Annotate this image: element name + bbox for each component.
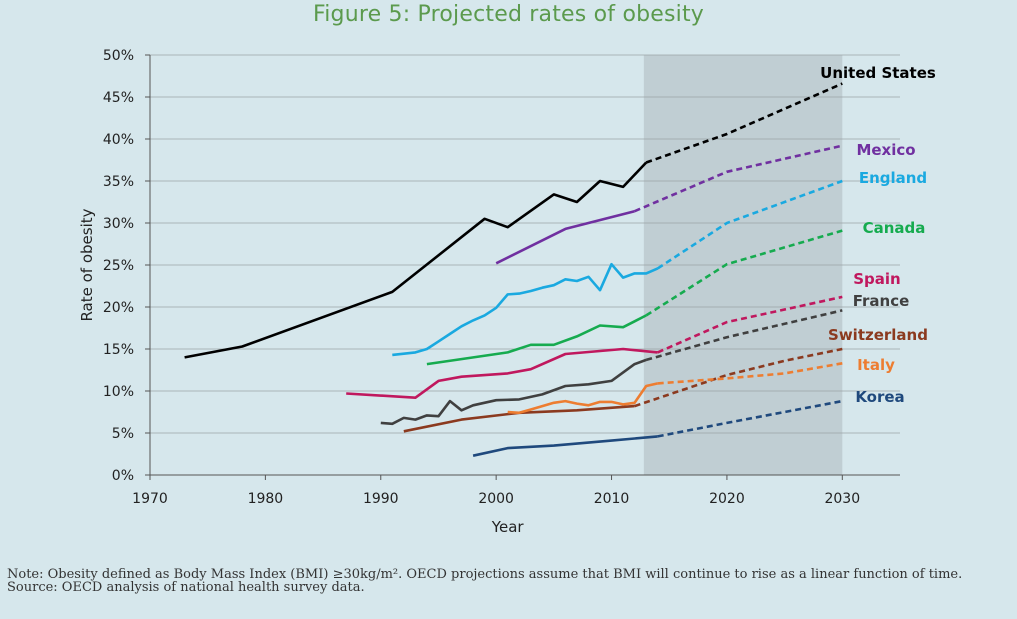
x-tick-label: 2010 — [594, 491, 630, 507]
series-label-spain: Spain — [853, 270, 900, 288]
series-line-united-states-observed — [184, 161, 648, 359]
y-tick-label: 25% — [103, 258, 134, 274]
series-label-england: England — [859, 169, 927, 187]
series-line-canada-observed — [426, 314, 647, 366]
x-tick-label: 2030 — [824, 491, 860, 507]
series-line-mexico-projected — [634, 144, 843, 213]
x-tick-label: 1970 — [132, 491, 168, 507]
x-axis-label: Year — [491, 518, 525, 536]
series-label-united-states: United States — [820, 64, 936, 82]
y-tick-label: 5% — [112, 426, 134, 442]
series-label-canada: Canada — [863, 219, 926, 237]
x-tick-label: 1980 — [248, 491, 284, 507]
y-tick-label: 30% — [103, 216, 134, 232]
y-tick-labels: 0% 5% 10% 15% 20% 25% 30% 35% 40% 45% 50% — [103, 48, 134, 484]
series-line-italy-projected — [657, 362, 843, 385]
x-tick-label: 1990 — [363, 491, 399, 507]
series-label-france: France — [853, 292, 910, 310]
y-tick-label: 35% — [103, 174, 134, 190]
note-text: Note: Obesity defined as Body Mass Index… — [7, 567, 963, 582]
figure-notes: Note: Obesity defined as Body Mass Index… — [7, 568, 1007, 594]
y-tick-label: 45% — [103, 90, 134, 106]
series-line-korea-observed — [472, 435, 658, 457]
series-label-italy: Italy — [857, 356, 895, 374]
series-line-spain-projected — [657, 295, 843, 354]
x-tick-label: 2000 — [478, 491, 514, 507]
grid-lines — [150, 54, 900, 434]
series-line-italy-observed — [507, 382, 658, 415]
series-line-france-projected — [645, 309, 843, 362]
series-line-korea-projected — [657, 399, 843, 438]
series-label-mexico: Mexico — [856, 141, 915, 159]
y-tick-label: 15% — [103, 342, 134, 358]
series-line-switzerland-observed — [403, 404, 635, 433]
y-tick-label: 10% — [103, 384, 134, 400]
y-tick-label: 20% — [103, 300, 134, 316]
y-tick-label: 50% — [103, 48, 134, 64]
x-tick-label: 2020 — [709, 491, 745, 507]
y-tick-label: 0% — [112, 468, 134, 484]
series-label-korea: Korea — [855, 388, 904, 406]
series-line-canada-projected — [645, 229, 843, 317]
chart-title: Figure 5: Projected rates of obesity — [312, 2, 705, 27]
series-line-england-observed — [392, 262, 659, 357]
y-axis-label: Rate of obesity — [78, 208, 96, 321]
y-tick-label: 40% — [103, 132, 134, 148]
series-label-switzerland: Switzerland — [828, 326, 928, 344]
series-line-spain-observed — [346, 347, 658, 400]
series-line-mexico-observed — [495, 209, 635, 265]
series-labels: United States Mexico England Canada Spain Fra… — [820, 64, 936, 406]
series-line-united-states-projected — [645, 82, 843, 164]
obesity-line-chart: 0% 5% 10% 15% 20% 25% 30% 35% 40% 45% 50% 1970 1980… — [78, 48, 936, 536]
x-tick-labels: 1970 1980 1990 2000 2010 2020 2030 — [132, 491, 860, 507]
axes — [145, 54, 900, 480]
series-line-france-observed — [380, 358, 647, 426]
series-lines — [184, 82, 843, 457]
series-line-england-projected — [656, 179, 843, 270]
source-text: Source: OECD analysis of national health… — [7, 580, 365, 595]
